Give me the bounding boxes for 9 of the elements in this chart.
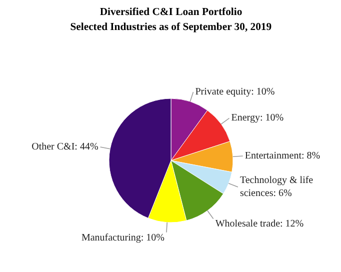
slice-label: Wholesale trade: 12% <box>215 218 304 230</box>
slice-label: Private equity: 10% <box>195 86 275 98</box>
slice-label: Entertainment: 8% <box>244 150 320 162</box>
slice-label: Energy: 10% <box>231 112 284 124</box>
slice-label: Technology & life sciences: 6% <box>240 174 314 200</box>
chart-subtitle: Selected Industries as of September 30, 2019 <box>70 22 272 33</box>
slice-label: Other C&I: 44% <box>32 142 98 153</box>
slice-label: Manufacturing: 10% <box>81 232 164 244</box>
chart-title: Diversified C&I Loan Portfolio <box>100 7 242 18</box>
